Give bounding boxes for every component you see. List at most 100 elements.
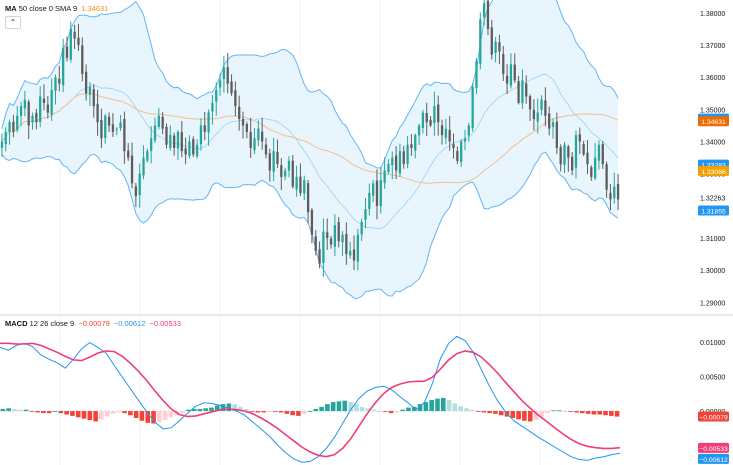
candle: [230, 74, 233, 96]
candle-body: [287, 160, 291, 171]
candle-body: [27, 101, 30, 126]
candle: [0, 133, 4, 157]
candle-body: [368, 192, 371, 209]
candle-body: [528, 96, 532, 110]
candle: [169, 125, 172, 151]
candle: [364, 197, 367, 229]
candle-body: [571, 156, 574, 171]
candle-body: [146, 151, 149, 161]
macd-histogram-bar: [580, 411, 585, 414]
candle-body: [54, 77, 57, 92]
candle: [130, 142, 134, 189]
candle-body: [375, 180, 379, 206]
candle: [429, 116, 432, 128]
candle-body: [58, 78, 61, 84]
candle: [184, 137, 187, 165]
candle: [165, 123, 168, 149]
candle-body: [215, 90, 218, 102]
macd-histogram-bar: [296, 411, 301, 416]
candle: [291, 154, 294, 189]
macd-histogram-bar: [551, 410, 556, 412]
macd-histogram-bar: [209, 407, 214, 412]
candle-body: [433, 106, 436, 124]
macd-histogram-bar: [226, 403, 232, 412]
candle: [318, 241, 321, 269]
candle-body: [414, 135, 417, 151]
macd-histogram-bar: [301, 411, 307, 414]
candle-body: [513, 64, 516, 81]
macd-histogram-bar: [585, 411, 591, 414]
candle-body: [4, 131, 7, 144]
macd-legend: MACD 12 26 close 9 −0.00079 −0.00612 −0.…: [5, 319, 181, 328]
macd-histogram-bar: [452, 403, 458, 412]
candle: [134, 182, 138, 207]
candle: [215, 82, 218, 116]
candle: [39, 86, 42, 128]
candle: [81, 37, 84, 82]
candle: [261, 117, 264, 150]
candle: [551, 118, 555, 139]
price-tag: 1.33086: [698, 165, 729, 176]
candle-body: [172, 135, 176, 148]
candle: [207, 109, 210, 146]
candle-body: [161, 116, 164, 129]
candle-body: [188, 141, 191, 156]
macd-histogram-bar: [469, 409, 475, 412]
candle: [490, 19, 493, 60]
candle: [326, 218, 329, 250]
candle: [142, 145, 145, 180]
candle-body: [352, 249, 356, 261]
candle: [391, 151, 394, 180]
candle-body: [276, 151, 279, 165]
candle: [245, 121, 248, 139]
macd-histogram-bar: [597, 411, 603, 415]
candle-body: [12, 121, 15, 132]
candle: [597, 140, 601, 170]
candle-body: [107, 116, 111, 126]
macd-histogram-bar: [272, 411, 278, 412]
candle-body: [272, 151, 275, 172]
candle-body: [456, 151, 459, 161]
candle: [314, 230, 317, 256]
candle-body: [119, 122, 122, 129]
candle: [375, 169, 379, 220]
macd-histogram-bar: [539, 411, 545, 417]
macd-histogram-bar: [35, 411, 40, 413]
candle-body: [127, 150, 130, 158]
macd-histogram-bar: [440, 397, 446, 412]
collapse-legend-button[interactable]: ⌃: [5, 16, 21, 29]
candle-body: [440, 125, 444, 136]
candle: [337, 217, 340, 248]
candle: [222, 55, 226, 93]
candle-body: [544, 100, 547, 116]
candle: [35, 108, 38, 130]
candle: [8, 119, 11, 145]
candle: [482, 0, 486, 26]
candle: [104, 113, 107, 144]
candle-body: [593, 157, 597, 179]
candle-body: [333, 225, 337, 247]
price-axis-label: 1.31000: [700, 236, 725, 243]
macd-histogram-bar: [412, 406, 417, 412]
macd-indicator-params: 12 26 close 9: [29, 319, 75, 328]
candle: [62, 38, 65, 93]
candle-body: [123, 119, 126, 152]
price-tag: 1.31855: [698, 205, 729, 216]
candle: [548, 106, 551, 136]
macd-histogram-bar: [516, 411, 521, 420]
macd-histogram-bar: [93, 411, 98, 422]
candle-body: [536, 112, 539, 122]
candle: [138, 163, 141, 208]
candle: [605, 161, 608, 198]
chevron-up-icon: ⌃: [9, 18, 17, 27]
candle: [532, 99, 536, 131]
candle: [180, 121, 183, 158]
candle: [27, 99, 30, 140]
candle-body: [475, 61, 478, 88]
candle: [241, 111, 245, 139]
candle: [372, 179, 375, 203]
candle-body: [349, 250, 352, 256]
candle-body: [268, 153, 271, 171]
price-axis-label: 1.32263: [700, 195, 725, 202]
